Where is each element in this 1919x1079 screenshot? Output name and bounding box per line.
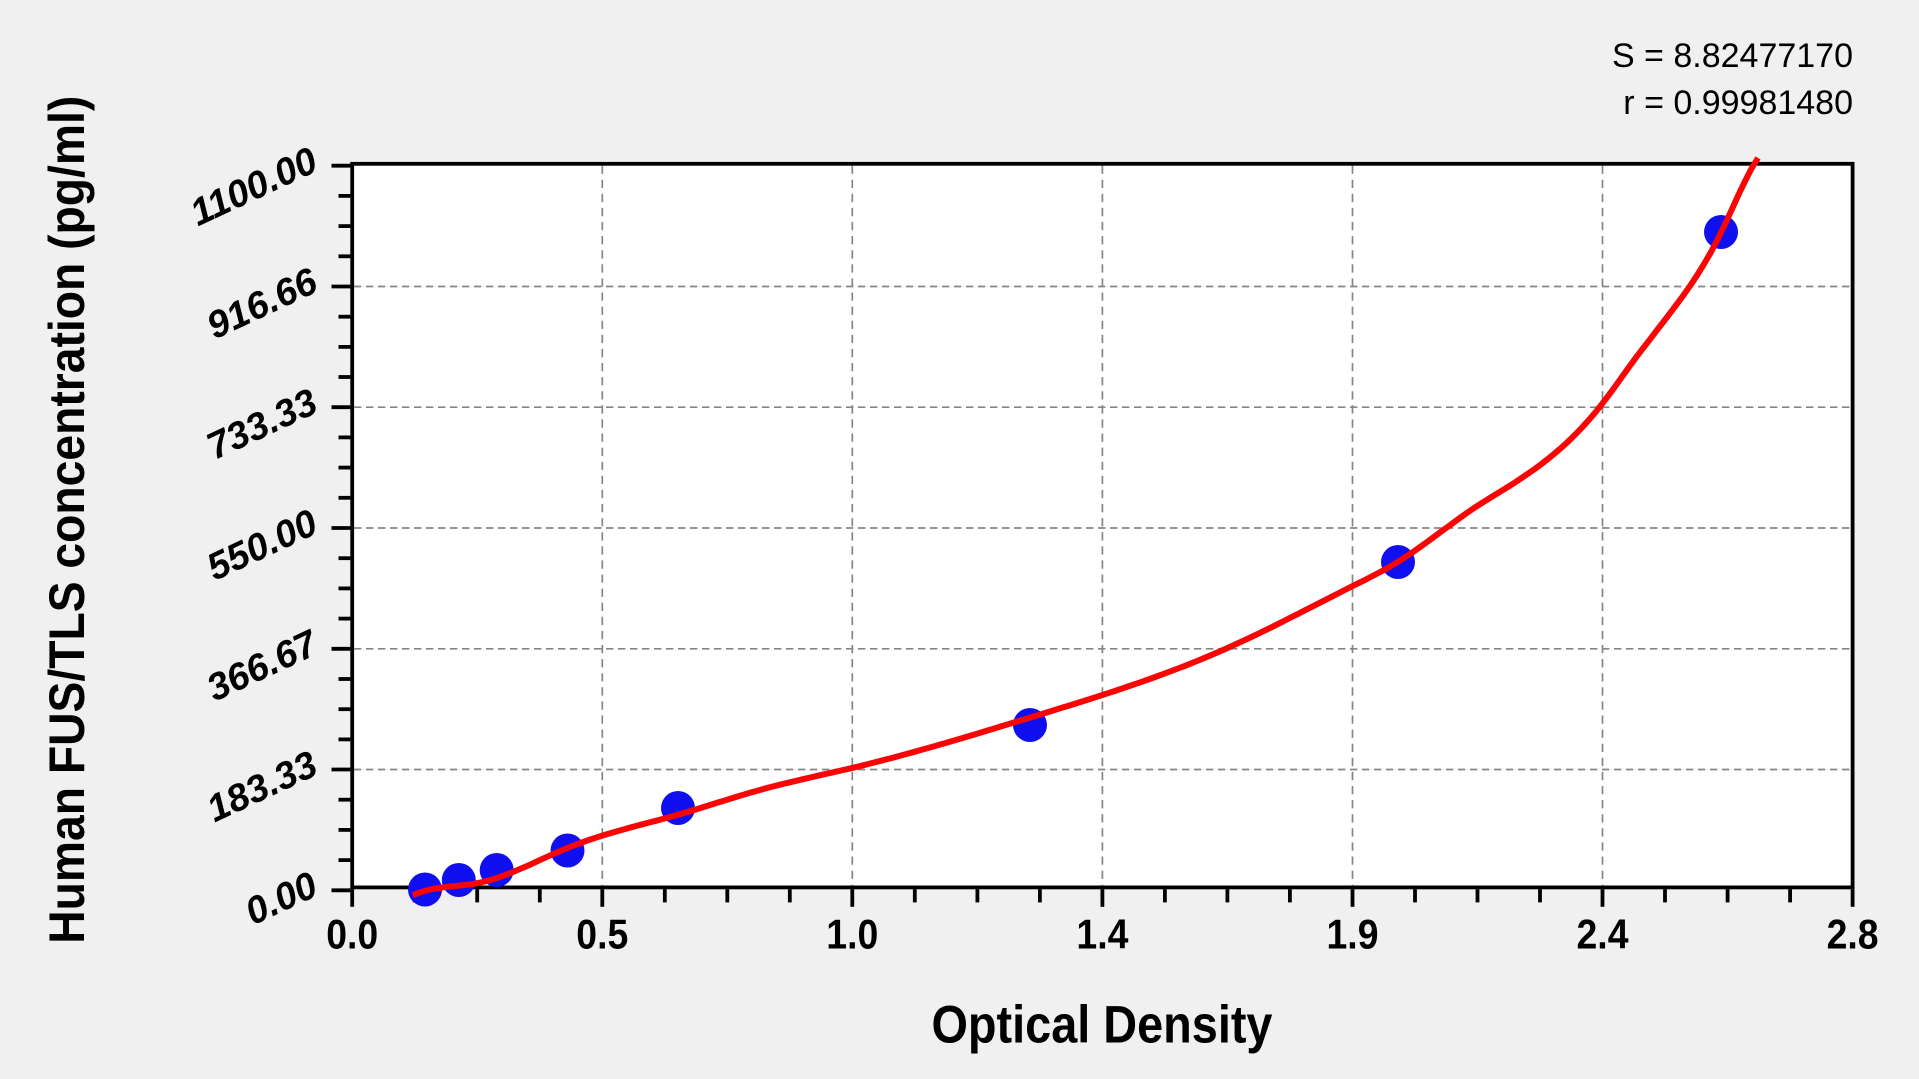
svg-text:0.0: 0.0 (326, 911, 378, 958)
svg-text:r = 0.99981480: r = 0.99981480 (1623, 84, 1853, 122)
svg-text:1.9: 1.9 (1327, 911, 1379, 958)
svg-text:2.4: 2.4 (1577, 911, 1630, 958)
svg-text:2.8: 2.8 (1827, 911, 1879, 958)
svg-text:Optical Density: Optical Density (932, 996, 1273, 1055)
svg-text:1.0: 1.0 (826, 911, 878, 958)
svg-text:S = 8.82477170: S = 8.82477170 (1612, 37, 1853, 75)
svg-text:1.4: 1.4 (1076, 911, 1129, 958)
svg-text:0.5: 0.5 (576, 911, 628, 958)
svg-text:Human FUS/TLS concentration (p: Human FUS/TLS concentration (pg/ml) (39, 96, 95, 944)
